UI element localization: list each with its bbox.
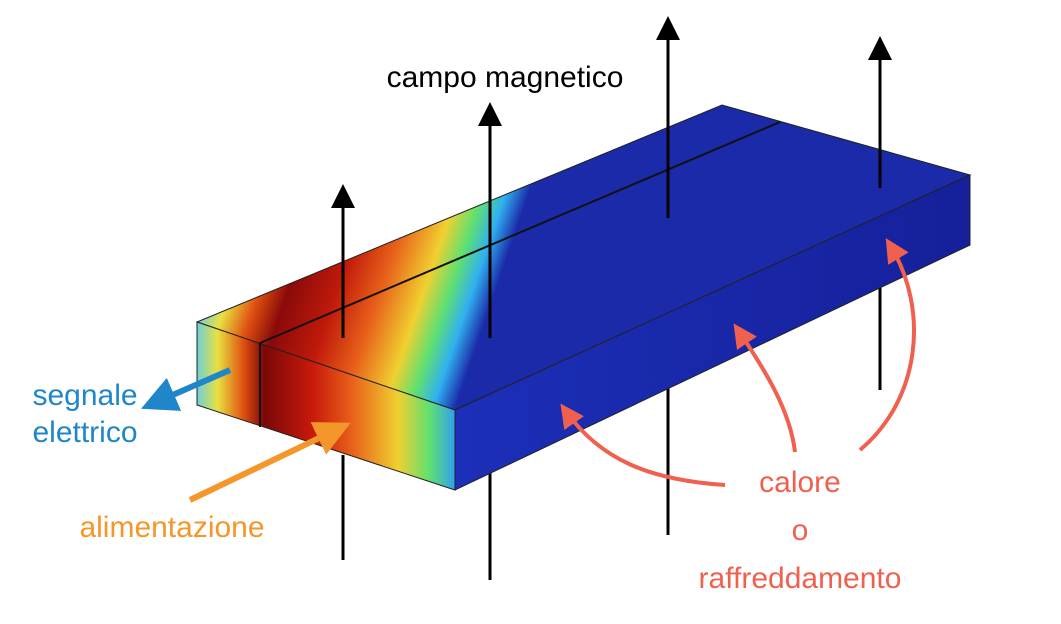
heat-label: calore — [759, 466, 841, 499]
signal-label: segnale — [32, 379, 137, 412]
heat-arrows — [560, 238, 916, 487]
heat-label: o — [792, 514, 809, 547]
signal-arrow — [140, 367, 232, 411]
power-arrow — [188, 422, 351, 503]
signal-label: elettrico — [32, 416, 137, 449]
heat-label: raffreddamento — [699, 562, 902, 595]
field-lines-upper — [331, 16, 892, 338]
power-label: alimentazione — [79, 511, 264, 544]
field-label: campo magnetico — [387, 61, 624, 94]
field-lines-lower — [341, 285, 882, 580]
